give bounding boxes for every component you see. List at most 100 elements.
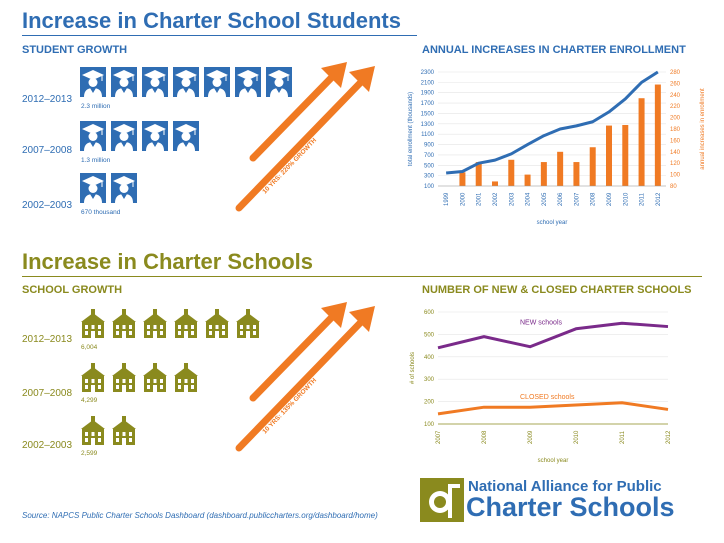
new-schools-label: NEW schools [520,320,563,327]
student-year-2012: 2012–2013 [22,94,73,105]
y-left-axis-title: total enrollment (thousands) [408,92,414,166]
school-icon-row-2012 [80,308,261,338]
new-schools-line [437,321,669,350]
school-growth-arrows: 5 YRS: 40% GROWTH 10 YRS: 135% GROWTH [235,302,375,452]
arrow-5yr-schools [249,302,347,402]
x-axis-title: school year [537,220,568,226]
y-left-tick-label: 2100 [421,80,435,86]
y-left-tick-label: 700 [424,153,435,159]
logo-text-line2: Charter Schools [466,492,675,522]
y-right-tick-label: 240 [670,93,681,99]
students-title-rule [22,35,417,36]
school-building-icon [142,362,168,392]
annual-increase-bar [492,181,498,186]
new-closed-chart-title: NUMBER OF NEW & CLOSED CHARTER SCHOOLS [422,284,692,296]
graduate-icon [142,67,168,97]
x-tick-label: 2003 [509,192,515,206]
schools-title-rule [22,276,702,277]
enrollment-chart-title: ANNUAL INCREASES IN CHARTER ENROLLMENT [422,44,686,56]
source-note: Source: NAPCS Public Charter Schools Das… [22,511,378,520]
school-building-icon [173,308,199,338]
x-tick-label: 2001 [477,192,483,206]
x-tick-label: 2011 [640,192,646,206]
graduate-icon [80,173,106,203]
x-tick-label: 2004 [526,192,532,206]
y-tick-label: 100 [424,422,435,428]
y-right-tick-label: 160 [670,138,681,144]
y-left-tick-label: 1300 [421,122,435,128]
y-left-tick-label: 1100 [421,132,435,138]
school-growth-subtitle: SCHOOL GROWTH [22,284,123,296]
total-enrollment-line [446,70,659,175]
annual-increase-bar [557,151,564,186]
x-tick-label: 2011 [620,430,626,444]
annual-increase-bar [508,159,515,186]
y-tick-label: 500 [424,332,435,338]
y-right-tick-label: 120 [670,161,681,167]
graduate-icon [173,67,199,97]
school-caption-2002: 2,599 [81,450,98,457]
y-tick-label: 400 [424,355,435,361]
x-tick-label: 2009 [528,430,534,444]
y-left-tick-label: 1500 [421,111,435,117]
y-right-tick-label: 100 [670,173,681,179]
annual-increase-bar [589,147,596,186]
y-tick-label: 600 [424,310,435,316]
school-building-icon [173,362,199,392]
school-building-icon [111,308,137,338]
y-left-tick-label: 1900 [421,91,435,97]
y-tick-label: 300 [424,377,435,383]
x-tick-label: 2008 [591,192,597,206]
school-year-2012: 2012–2013 [22,334,73,345]
x-tick-label: 2010 [623,192,629,206]
school-icon-row-2002 [80,415,137,445]
annual-increase-bar [606,125,612,186]
closed-schools-line [437,401,669,416]
x-tick-label: 2000 [460,192,466,206]
x-tick-label: 2006 [558,192,564,206]
x-tick-label: 2002 [493,192,499,206]
school-year-2002: 2002–2003 [22,440,73,451]
y-tick-label: 200 [424,400,435,406]
x-tick-label: 2008 [482,430,488,444]
y-right-tick-label: 220 [670,104,681,110]
graduate-icon [204,67,230,97]
annual-increase-bar [524,174,531,186]
student-icon-row-2012 [80,67,292,97]
schools-title: Increase in Charter Schools [22,249,313,274]
graduate-icon [80,67,106,97]
x-axis-title: school year [538,458,569,464]
y-left-tick-label: 300 [424,174,435,180]
school-building-icon [111,362,137,392]
school-building-icon [204,308,230,338]
napcs-logo-mark [420,478,464,522]
graduate-icon [111,121,137,151]
graduate-icon [142,121,168,151]
school-building-icon [235,308,261,338]
graduate-icon [111,173,137,203]
y-right-tick-label: 280 [670,70,681,76]
student-growth-subtitle: STUDENT GROWTH [22,44,128,56]
graduate-icon [266,67,292,97]
closed-schools-label: CLOSED schools [520,394,575,401]
x-tick-label: 2007 [574,192,580,206]
graduate-icon [80,121,106,151]
student-growth-arrows: 5 YRS: 80% GROWTH 10 YRS: 220% GROWTH [235,62,375,212]
student-year-2007: 2007–2008 [22,145,73,156]
arrow-10yr [235,66,375,212]
student-caption-2012: 2.3 million [81,103,111,110]
annual-increase-bar [573,162,580,186]
school-building-icon [80,362,106,392]
y-right-tick-label: 80 [670,184,677,190]
x-tick-label: 2009 [607,192,613,206]
annual-increase-bar [475,162,482,186]
annual-increase-bar [459,172,466,186]
school-building-icon [80,308,106,338]
y-left-tick-label: 500 [424,163,435,169]
x-tick-label: 1999 [444,192,450,206]
x-tick-label: 2005 [542,192,548,206]
school-icon-row-2007 [80,362,199,392]
y-left-tick-label: 100 [424,184,435,190]
arrow-5yr [249,62,347,162]
x-tick-label: 2012 [666,430,672,444]
